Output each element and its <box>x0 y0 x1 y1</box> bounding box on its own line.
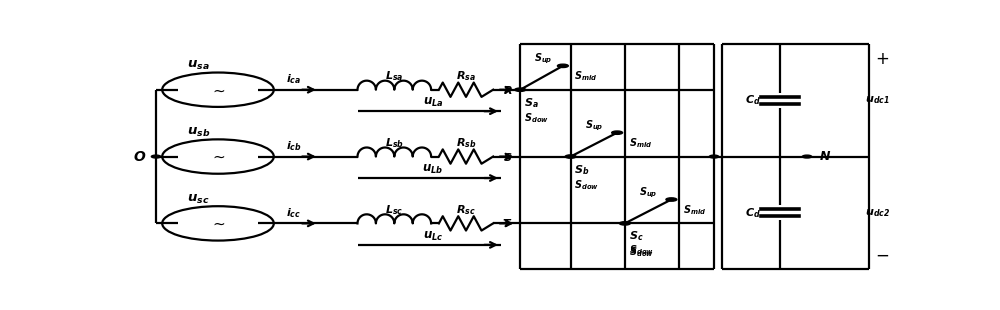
Text: $\bfit{S}_c$: $\bfit{S}_c$ <box>629 230 643 243</box>
Circle shape <box>151 155 161 158</box>
Text: $\bfit{i}_{cb}$: $\bfit{i}_{cb}$ <box>286 139 302 153</box>
Text: $\bfit{R}_{sb}$: $\bfit{R}_{sb}$ <box>456 136 476 150</box>
Text: $\bfit{C}_d$: $\bfit{C}_d$ <box>745 94 761 107</box>
Text: $\sim$: $\sim$ <box>210 82 226 97</box>
Circle shape <box>619 222 630 225</box>
Circle shape <box>557 64 568 68</box>
Text: $\bfit{S}_{dow}$: $\bfit{S}_{dow}$ <box>629 245 654 259</box>
Text: $\bfit{u}_{dc1}$: $\bfit{u}_{dc1}$ <box>865 95 890 106</box>
Text: $\bfit{S}_{up}$: $\bfit{S}_{up}$ <box>639 185 657 200</box>
Circle shape <box>666 198 677 201</box>
Text: $+$: $+$ <box>875 50 889 68</box>
Text: $\bfit{S}_{mid}$: $\bfit{S}_{mid}$ <box>574 70 598 83</box>
Circle shape <box>612 131 623 134</box>
Text: $\bfit{u}_{La}$: $\bfit{u}_{La}$ <box>423 96 443 109</box>
Text: $\bfit{S}_{up}$: $\bfit{S}_{up}$ <box>534 51 553 66</box>
Text: $-$: $-$ <box>875 246 889 264</box>
Text: $\bfit{S}_a$: $\bfit{S}_a$ <box>524 96 539 110</box>
Text: $\sim$: $\sim$ <box>210 149 226 164</box>
Text: $\bfit{O}$: $\bfit{O}$ <box>133 149 146 164</box>
Circle shape <box>565 155 576 158</box>
Text: $\bfit{u}_{dc2}$: $\bfit{u}_{dc2}$ <box>865 207 890 219</box>
Text: $\bfit{S}_{mid}$: $\bfit{S}_{mid}$ <box>683 203 706 217</box>
Text: $\bfit{u}_{Lc}$: $\bfit{u}_{Lc}$ <box>423 230 443 243</box>
Text: $\bfit{N}$: $\bfit{N}$ <box>819 150 831 163</box>
Text: $\bfit{u}_{Lb}$: $\bfit{u}_{Lb}$ <box>422 163 444 176</box>
Text: $\bfit{S}_{dow}$: $\bfit{S}_{dow}$ <box>524 112 549 125</box>
Text: $\bfit{S}_{dow}$: $\bfit{S}_{dow}$ <box>574 178 599 192</box>
Text: $\bfit{S}_{mid}$: $\bfit{S}_{mid}$ <box>629 136 652 150</box>
Circle shape <box>515 88 526 91</box>
Text: $\bfit{R}$: $\bfit{R}$ <box>503 84 512 96</box>
Circle shape <box>802 155 812 158</box>
Text: $\bfit{u}_{sa}$: $\bfit{u}_{sa}$ <box>187 59 210 72</box>
Circle shape <box>709 155 719 158</box>
Text: $\bfit{R}_{sc}$: $\bfit{R}_{sc}$ <box>456 203 476 217</box>
Text: $\sim$: $\sim$ <box>210 216 226 231</box>
Text: $\bfit{u}_{sb}$: $\bfit{u}_{sb}$ <box>187 126 210 139</box>
Text: $\bfit{L}_{sa}$: $\bfit{L}_{sa}$ <box>385 70 404 83</box>
Text: $\bfit{i}_{cc}$: $\bfit{i}_{cc}$ <box>286 206 301 219</box>
Text: $\bfit{L}_{sc}$: $\bfit{L}_{sc}$ <box>385 203 403 217</box>
Text: $\bfit{S}$: $\bfit{S}$ <box>503 151 512 162</box>
Text: $\bfit{R}_{sa}$: $\bfit{R}_{sa}$ <box>456 70 476 83</box>
Text: $\bfit{T}$: $\bfit{T}$ <box>502 217 512 229</box>
Text: $\bfit{C}_d$: $\bfit{C}_d$ <box>745 206 761 219</box>
Text: $\bfit{S}_{dow}$: $\bfit{S}_{dow}$ <box>629 243 654 257</box>
Text: $\bfit{S}_{up}$: $\bfit{S}_{up}$ <box>585 118 603 133</box>
Text: $\bfit{L}_{sb}$: $\bfit{L}_{sb}$ <box>385 136 404 150</box>
Text: $\bfit{u}_{sc}$: $\bfit{u}_{sc}$ <box>187 193 210 206</box>
Text: $\bfit{S}_b$: $\bfit{S}_b$ <box>574 163 590 177</box>
Text: $\bfit{i}_{ca}$: $\bfit{i}_{ca}$ <box>286 72 302 86</box>
